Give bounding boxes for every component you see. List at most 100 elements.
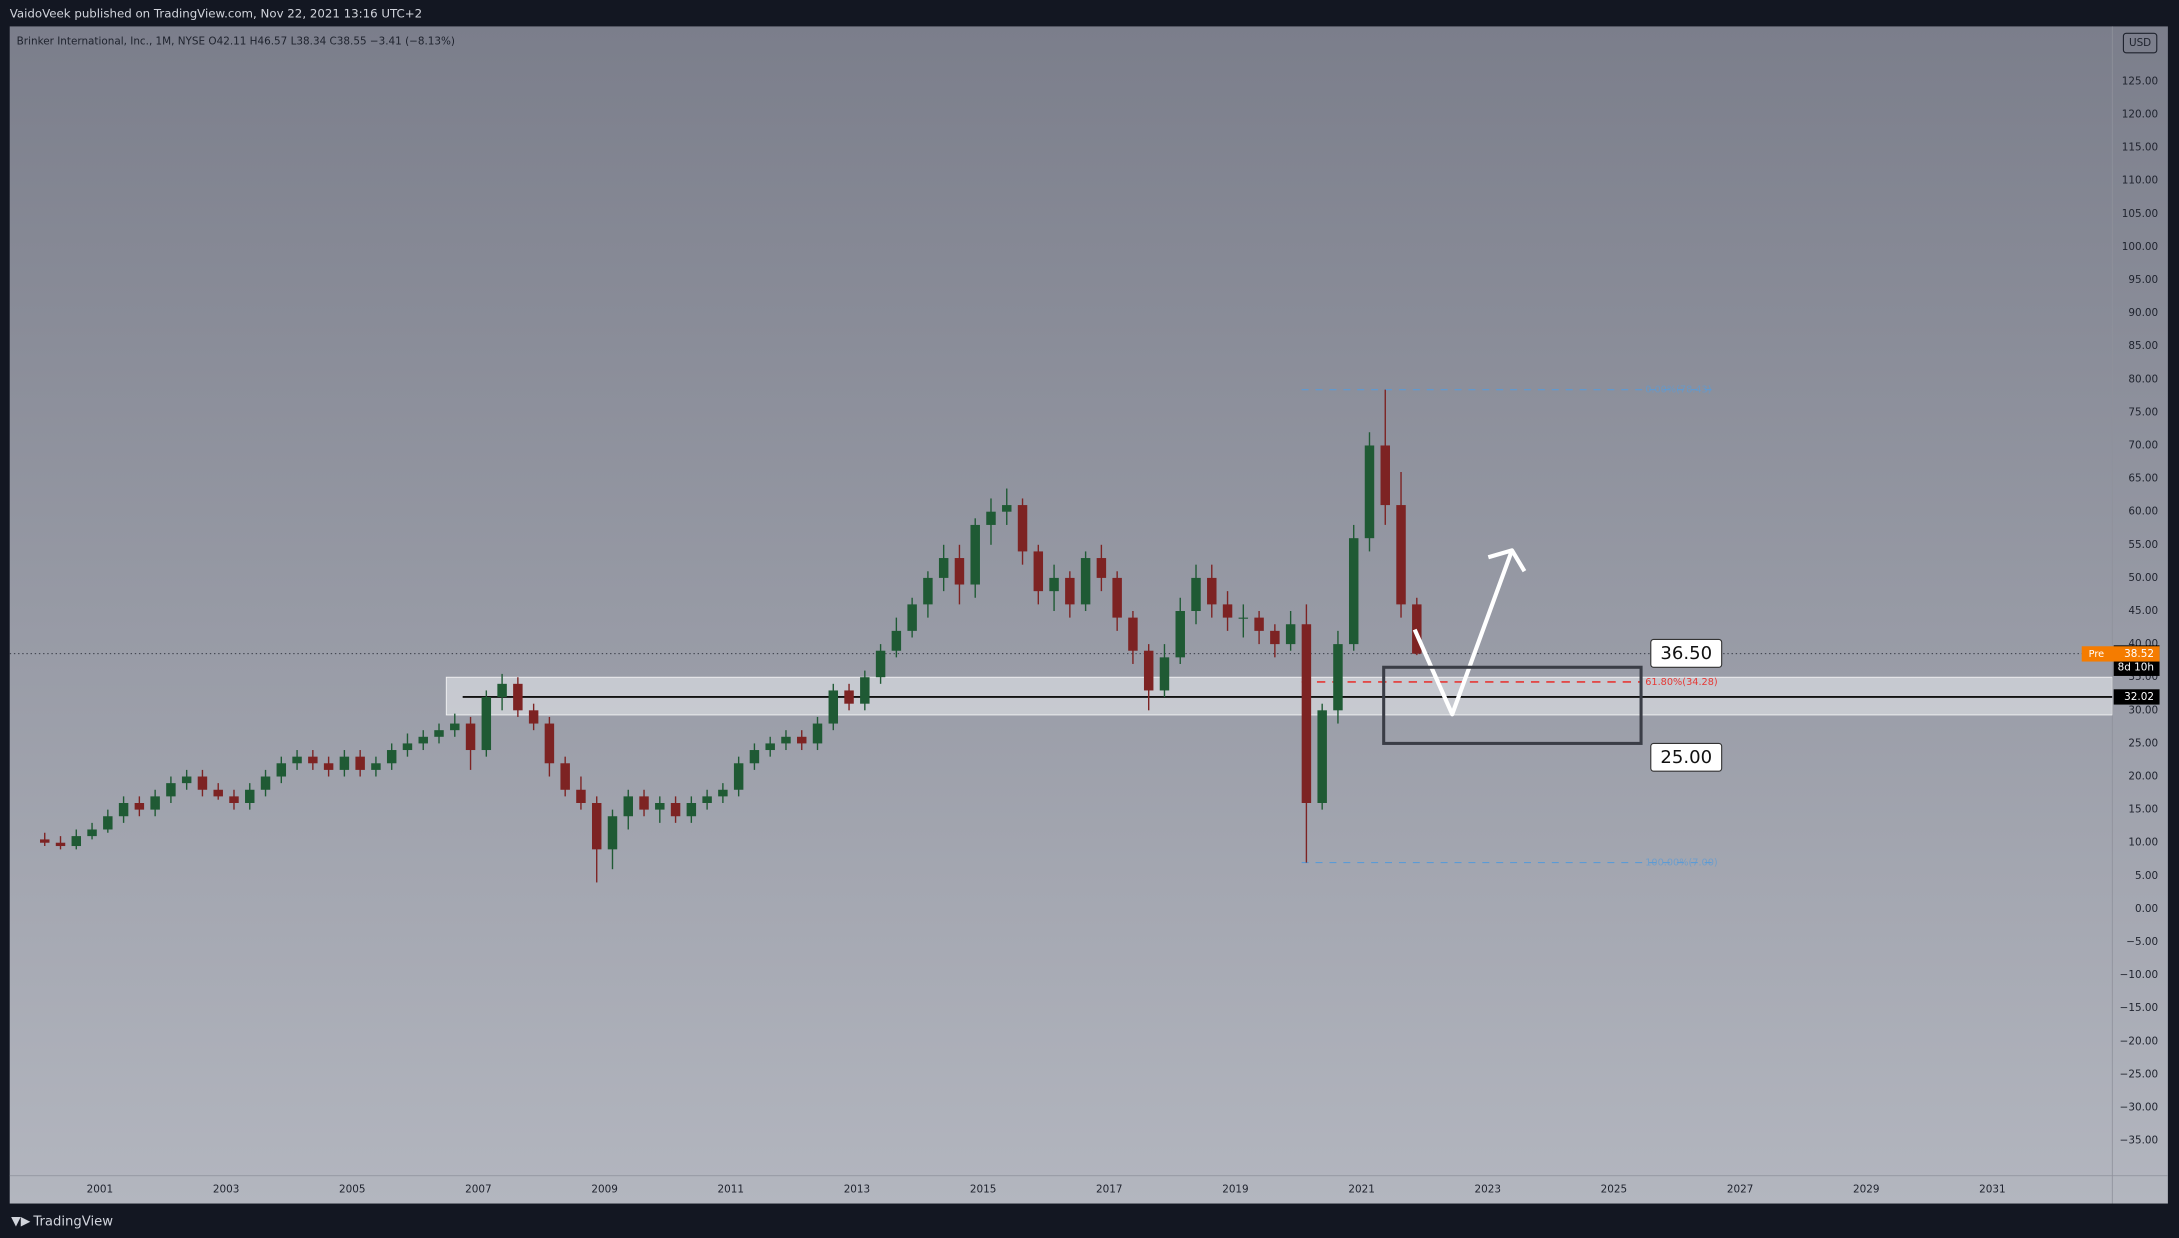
y-tick-label: 50.00 — [2128, 572, 2158, 584]
y-tick-label: 85.00 — [2128, 340, 2158, 352]
candle-body — [1348, 538, 1359, 645]
candle-body — [576, 789, 586, 803]
y-tick-label: 80.00 — [2128, 373, 2158, 385]
candle-body — [118, 802, 129, 817]
candle-body — [213, 789, 223, 797]
y-tick-label: −30.00 — [2120, 1102, 2159, 1114]
currency-box[interactable] — [2122, 32, 2158, 54]
candle-body — [812, 723, 823, 744]
y-tick-label: 25.00 — [2128, 737, 2158, 749]
candle-body — [1301, 624, 1312, 803]
candle-body — [749, 750, 760, 764]
candle-body — [1065, 577, 1075, 605]
y-tick-label: 70.00 — [2128, 439, 2158, 451]
candle-body — [276, 763, 287, 777]
candle-body — [718, 789, 728, 797]
plot: 0.00%(78.43) 61.80%(34.28) 100.00%(7.00) — [9, 385, 2113, 883]
x-tick-label: 2021 — [1348, 1184, 1374, 1196]
x-tick-label: 2027 — [1727, 1184, 1753, 1196]
y-tick-label: 0.00 — [2135, 903, 2158, 915]
candle-body — [245, 789, 255, 803]
y-tick-label: 15.00 — [2128, 804, 2158, 816]
y-tick-label: 100.00 — [2122, 241, 2158, 253]
y-tick-label: 95.00 — [2128, 274, 2158, 286]
candle-body — [371, 763, 381, 770]
candle-body — [323, 763, 334, 770]
candle-body — [938, 558, 949, 578]
candle-body — [40, 839, 50, 843]
candle-body — [355, 756, 365, 770]
level-tag — [2113, 689, 2160, 705]
candle-body — [797, 736, 807, 744]
y-tick-label: 125.00 — [2122, 75, 2158, 87]
y-tick-label: −20.00 — [2120, 1035, 2159, 1047]
candle-body — [339, 756, 350, 770]
y-tick-label: 10.00 — [2128, 837, 2158, 849]
plot-background — [9, 26, 2168, 1204]
x-tick-label: 2029 — [1853, 1184, 1879, 1196]
candle-body — [1317, 710, 1327, 803]
currency[interactable]: USD — [2129, 37, 2151, 49]
candle-body — [513, 683, 523, 711]
pre-market-label: 38.52 — [2124, 648, 2154, 660]
candle-body — [292, 756, 302, 764]
target-label: 25.00 — [1660, 747, 1712, 768]
candle-body — [528, 710, 539, 724]
y-tick-label: 30.00 — [2128, 704, 2158, 716]
candle-body — [1333, 644, 1343, 711]
candle-body — [1364, 445, 1375, 539]
candle-body — [1396, 505, 1406, 605]
candle-body — [702, 796, 712, 803]
candle-body — [986, 511, 996, 525]
x-tick-label: 2007 — [465, 1184, 491, 1196]
fib-label: 100.00%(7.00) — [1645, 858, 1717, 869]
candle-body — [1238, 617, 1249, 619]
candle-body — [1159, 657, 1170, 691]
level-label: 32.02 — [2124, 691, 2154, 703]
y-tick-label: 120.00 — [2122, 108, 2158, 120]
candle-body — [418, 736, 428, 744]
logo-mark: ▼▶ — [11, 1213, 31, 1228]
candle-body — [1380, 445, 1390, 506]
x-tick-label: 2031 — [1979, 1184, 2005, 1196]
candle-body — [607, 816, 618, 850]
y-tick-label: −15.00 — [2120, 1002, 2159, 1014]
candle-body — [844, 690, 854, 704]
y-tick-label: 65.00 — [2128, 473, 2158, 485]
candle-body — [197, 776, 208, 790]
candle-body — [229, 796, 239, 803]
y-tick-label: −10.00 — [2120, 969, 2159, 981]
candle-body — [181, 776, 192, 784]
candle-body — [639, 796, 649, 810]
footer-brand: TradingView — [32, 1215, 113, 1230]
y-tick-label: 110.00 — [2122, 175, 2158, 187]
candle-body — [1143, 650, 1154, 691]
candle-body — [560, 763, 570, 790]
x-tick-label: 2017 — [1096, 1184, 1122, 1196]
candle-body — [1017, 505, 1028, 552]
candle-body — [103, 816, 113, 830]
x-tick-label: 2025 — [1601, 1184, 1627, 1196]
candle-body — [860, 677, 870, 704]
candle-body — [260, 776, 271, 790]
candle-body — [686, 802, 697, 817]
candle-body — [87, 829, 97, 837]
y-tick-label: 45.00 — [2128, 605, 2158, 617]
candle-body — [1175, 611, 1185, 658]
candle-body — [875, 650, 886, 678]
y-tick-label: −35.00 — [2120, 1135, 2159, 1147]
fib-label: 0.00%(78.43) — [1645, 385, 1711, 396]
candle-body — [1002, 505, 1012, 512]
target-label-box — [1650, 638, 1723, 668]
candle-body — [765, 743, 775, 751]
candle-body — [1270, 630, 1280, 645]
candle-body — [71, 836, 82, 847]
candle-body — [1080, 558, 1091, 605]
arrow-head — [1487, 548, 1527, 573]
pre-market-tag — [2081, 646, 2160, 662]
candle-body — [544, 723, 555, 764]
candle-body — [655, 802, 665, 810]
x-tick-label: 2003 — [213, 1184, 239, 1196]
candle-body — [1049, 577, 1059, 592]
